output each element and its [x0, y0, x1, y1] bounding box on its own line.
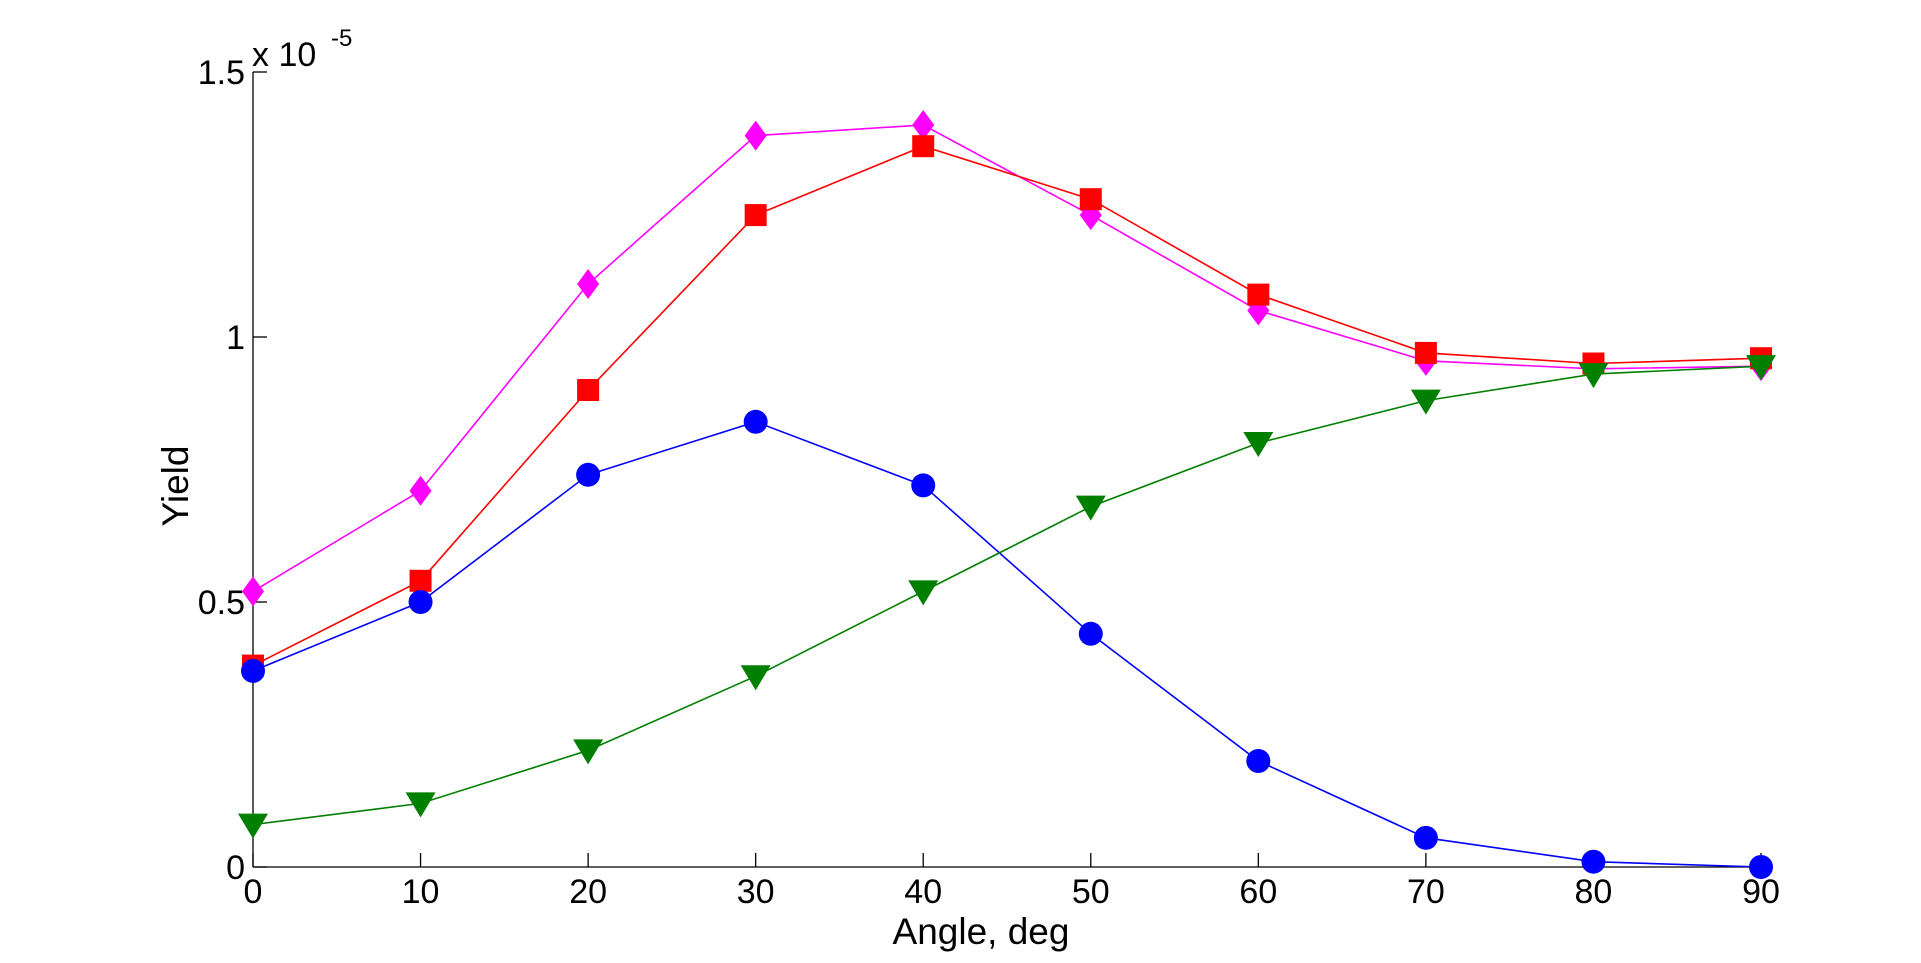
- x-tick-label: 50: [1072, 873, 1110, 911]
- data-point-red-square: [1414, 341, 1437, 364]
- data-point-red-square: [912, 135, 935, 158]
- data-point-blue-circle: [576, 462, 601, 487]
- data-point-green-triangle: [238, 813, 268, 839]
- series-red-square: [242, 135, 1772, 677]
- data-point-blue-circle: [1749, 855, 1773, 879]
- series-line-red-square: [252, 145, 1762, 667]
- data-point-green-triangle: [1578, 363, 1609, 389]
- series-line-blue-circle: [252, 420, 1762, 868]
- data-point-green-triangle: [1243, 432, 1274, 457]
- data-point-green-triangle: [908, 580, 939, 606]
- data-point-blue-circle: [241, 658, 265, 683]
- y-multiplier-label: x 10: [252, 36, 316, 74]
- y-multiplier-exponent: -5: [331, 25, 352, 52]
- x-tick-label: 40: [904, 873, 942, 911]
- axes: 0 10 20 30 40 50 60 70 80 90 0 0.5 1 1.5: [198, 54, 1780, 911]
- data-point-blue-circle: [1078, 621, 1103, 646]
- x-tick-label: 80: [1575, 873, 1613, 911]
- data-point-red-square: [1079, 188, 1102, 211]
- series-magenta-diamond: [242, 110, 1772, 607]
- data-point-green-triangle: [1410, 389, 1441, 415]
- series-layer: [238, 110, 1776, 879]
- x-tick-label: 90: [1742, 873, 1780, 911]
- data-point-magenta-diamond: [242, 576, 264, 607]
- data-point-magenta-diamond: [744, 120, 767, 151]
- data-point-green-triangle: [573, 739, 604, 765]
- data-point-red-square: [1247, 283, 1270, 306]
- data-point-green-triangle: [1746, 355, 1776, 381]
- x-tick-label: 60: [1239, 873, 1277, 911]
- data-point-blue-circle: [1246, 749, 1271, 773]
- data-point-blue-circle: [1581, 849, 1606, 874]
- x-tick-label: 30: [737, 873, 775, 911]
- x-tick-label: 0: [244, 873, 263, 911]
- data-point-blue-circle: [911, 473, 936, 498]
- series-line-magenta-diamond: [252, 124, 1762, 593]
- x-tick-label: 10: [402, 873, 440, 911]
- series-green-triangle: [238, 355, 1776, 839]
- y-tick-label: 1.5: [198, 54, 245, 92]
- series-line-green-triangle: [252, 365, 1762, 826]
- y-tick-label: 0: [226, 849, 245, 887]
- data-point-blue-circle: [408, 590, 433, 614]
- x-tick-label: 70: [1407, 873, 1445, 911]
- data-point-magenta-diamond: [577, 269, 600, 299]
- data-point-magenta-diamond: [912, 110, 935, 140]
- data-point-green-triangle: [740, 665, 771, 691]
- x-axis-label: Angle, deg: [893, 911, 1070, 952]
- data-point-red-square: [744, 204, 767, 227]
- data-point-blue-circle: [743, 409, 768, 434]
- data-point-red-square: [577, 379, 600, 401]
- labels: Angle, deg Yield x 10 -5: [155, 25, 1069, 952]
- data-point-red-square: [409, 569, 432, 592]
- series-blue-circle: [241, 409, 1773, 879]
- data-point-green-triangle: [405, 792, 436, 818]
- data-point-blue-circle: [1413, 825, 1438, 850]
- y-tick-label: 1: [226, 319, 245, 357]
- y-axis-label: Yield: [155, 446, 196, 527]
- data-point-magenta-diamond: [409, 475, 432, 506]
- x-tick-label: 20: [569, 873, 607, 911]
- y-tick-label: 0.5: [198, 584, 245, 622]
- data-point-green-triangle: [1075, 495, 1106, 521]
